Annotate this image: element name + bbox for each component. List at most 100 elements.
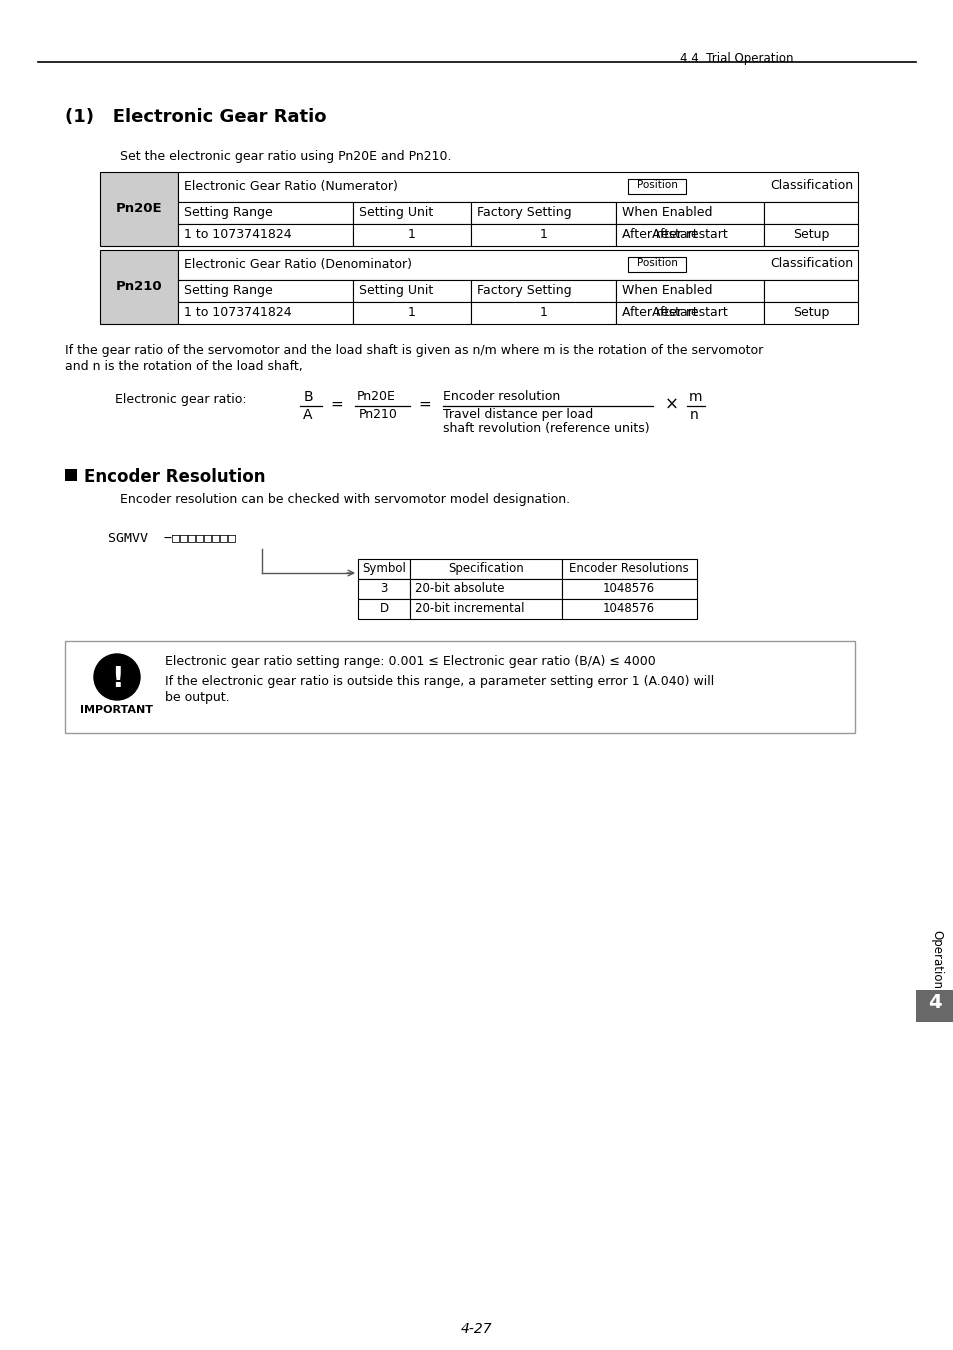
Text: 4.4  Trial Operation: 4.4 Trial Operation [679, 53, 793, 65]
Text: Setting Unit: Setting Unit [358, 207, 433, 219]
Text: Electronic Gear Ratio (Denominator): Electronic Gear Ratio (Denominator) [184, 258, 412, 271]
Bar [65, 468, 77, 481]
Text: (1)   Electronic Gear Ratio: (1) Electronic Gear Ratio [65, 108, 326, 126]
Text: SGMVV  −□□□□□□□□: SGMVV −□□□□□□□□ [108, 531, 235, 544]
Bar [763, 302, 857, 324]
Bar [178, 250, 857, 279]
Text: Setting Range: Setting Range [184, 284, 273, 297]
Text: 1: 1 [539, 306, 547, 319]
Text: shaft revolution (reference units): shaft revolution (reference units) [442, 423, 649, 435]
Bar [178, 202, 353, 224]
Bar [410, 559, 561, 579]
Bar [353, 202, 471, 224]
Text: Encoder Resolution: Encoder Resolution [84, 468, 265, 486]
Text: 1 to 1073741824: 1 to 1073741824 [184, 306, 292, 319]
Bar [763, 224, 857, 246]
Bar [561, 579, 697, 599]
Text: Setting Range: Setting Range [184, 207, 273, 219]
Bar [763, 279, 857, 302]
Text: Symbol: Symbol [362, 562, 406, 575]
Text: 4-27: 4-27 [460, 1322, 493, 1336]
Text: m: m [688, 390, 701, 404]
Text: B: B [303, 390, 313, 404]
Text: If the electronic gear ratio is outside this range, a parameter setting error 1 : If the electronic gear ratio is outside … [165, 675, 714, 688]
Text: and n is the rotation of the load shaft,: and n is the rotation of the load shaft, [65, 360, 302, 373]
Bar [178, 224, 353, 246]
Bar [178, 279, 353, 302]
Bar [353, 279, 471, 302]
Bar [357, 599, 410, 620]
Bar [353, 302, 471, 324]
Text: Encoder resolution can be checked with servomotor model designation.: Encoder resolution can be checked with s… [120, 493, 570, 506]
Bar [561, 599, 697, 620]
Text: Classification: Classification [769, 180, 852, 192]
Text: 1048576: 1048576 [602, 582, 655, 595]
Text: Factory Setting: Factory Setting [476, 207, 571, 219]
Text: Travel distance per load: Travel distance per load [442, 408, 593, 421]
Text: 1: 1 [408, 306, 416, 319]
Text: After restart: After restart [621, 306, 697, 319]
Text: 3: 3 [380, 582, 387, 595]
Text: Setup: Setup [792, 306, 828, 319]
Bar [616, 302, 763, 324]
Text: Encoder resolution: Encoder resolution [442, 390, 559, 404]
Bar [471, 302, 616, 324]
Text: =: = [330, 397, 342, 412]
Bar [65, 641, 854, 733]
Bar [100, 250, 178, 324]
Text: D: D [379, 602, 388, 616]
Text: 1 to 1073741824: 1 to 1073741824 [184, 228, 292, 242]
Text: Specification: Specification [448, 562, 523, 575]
Text: When Enabled: When Enabled [621, 207, 712, 219]
Text: !: ! [111, 666, 123, 693]
Text: =: = [417, 397, 431, 412]
Bar [616, 279, 763, 302]
Text: 1: 1 [408, 228, 416, 242]
Text: After restart: After restart [652, 306, 727, 319]
Bar [915, 990, 953, 1022]
Bar [471, 279, 616, 302]
Text: IMPORTANT: IMPORTANT [80, 705, 153, 716]
Bar [357, 579, 410, 599]
Text: Setup: Setup [792, 228, 828, 242]
Bar [178, 302, 353, 324]
Bar [561, 559, 697, 579]
Text: If the gear ratio of the servomotor and the load shaft is given as n/m where m i: If the gear ratio of the servomotor and … [65, 344, 762, 356]
Text: Position: Position [636, 258, 677, 269]
Text: Electronic gear ratio setting range: 0.001 ≤ Electronic gear ratio (B/A) ≤ 4000: Electronic gear ratio setting range: 0.0… [165, 655, 655, 668]
Circle shape [94, 653, 140, 701]
Text: Pn210: Pn210 [115, 281, 162, 293]
Text: Setting Unit: Setting Unit [358, 284, 433, 297]
Text: Electronic gear ratio:: Electronic gear ratio: [115, 393, 247, 406]
Bar [410, 579, 561, 599]
Bar [471, 224, 616, 246]
Text: After restart: After restart [621, 228, 697, 242]
Bar [178, 171, 857, 202]
Text: Operation: Operation [929, 930, 943, 990]
Text: Encoder Resolutions: Encoder Resolutions [569, 562, 688, 575]
Bar [616, 202, 763, 224]
Text: be output.: be output. [165, 691, 230, 703]
Text: Pn210: Pn210 [358, 408, 397, 421]
Bar [410, 599, 561, 620]
Bar [627, 180, 685, 194]
Text: 1: 1 [539, 228, 547, 242]
Text: Factory Setting: Factory Setting [476, 284, 571, 297]
Bar [627, 256, 685, 271]
Text: 20-bit absolute: 20-bit absolute [415, 582, 504, 595]
Bar [471, 202, 616, 224]
Text: Pn20E: Pn20E [115, 202, 162, 216]
Text: Set the electronic gear ratio using Pn20E and Pn210.: Set the electronic gear ratio using Pn20… [120, 150, 451, 163]
Text: n: n [689, 408, 698, 423]
Bar [357, 559, 410, 579]
Text: Classification: Classification [769, 256, 852, 270]
Bar [616, 224, 763, 246]
Text: When Enabled: When Enabled [621, 284, 712, 297]
Text: ×: × [664, 396, 679, 414]
Text: 1048576: 1048576 [602, 602, 655, 616]
Bar [100, 171, 178, 246]
Bar [353, 224, 471, 246]
Text: Electronic Gear Ratio (Numerator): Electronic Gear Ratio (Numerator) [184, 180, 397, 193]
Text: A: A [303, 408, 313, 423]
Text: 4: 4 [927, 994, 941, 1012]
